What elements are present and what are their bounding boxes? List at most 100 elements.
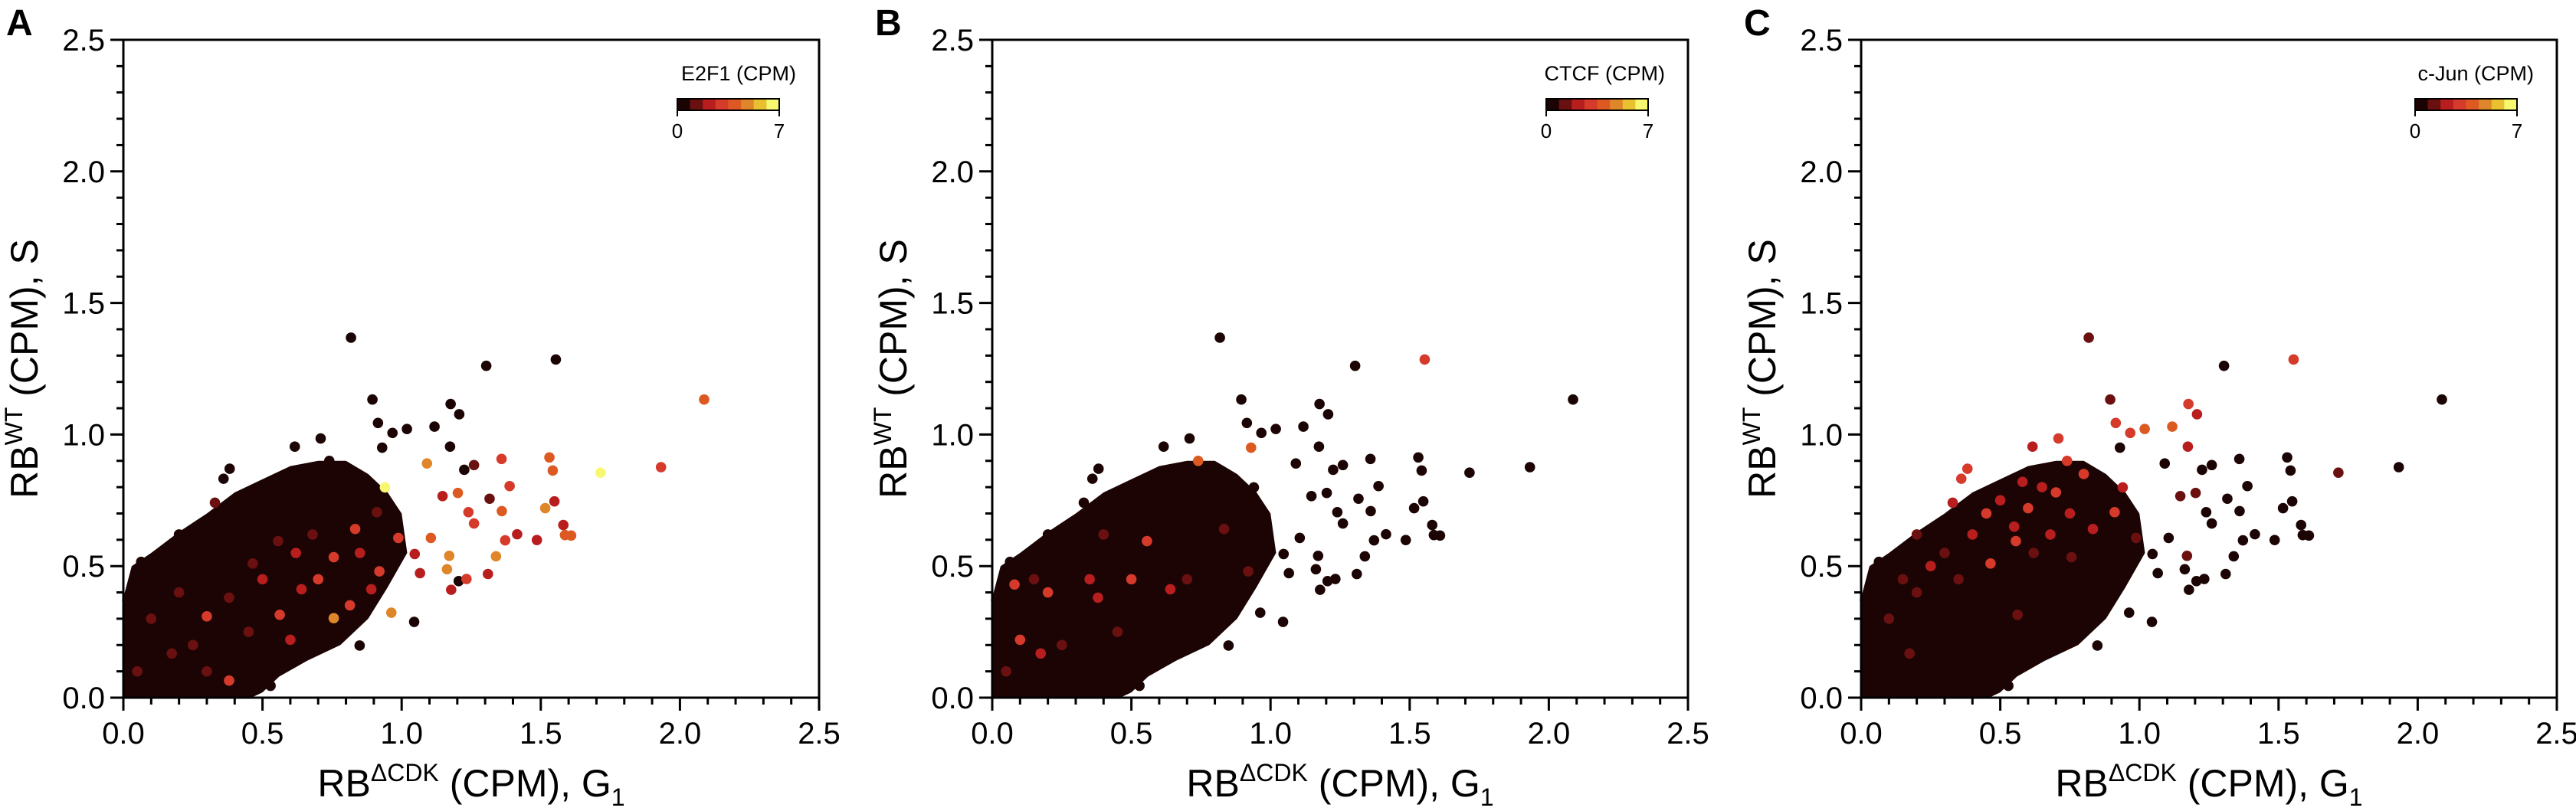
data-point: [2027, 441, 2038, 453]
x-tick-label: 2.5: [798, 717, 841, 751]
data-point: [1093, 592, 1103, 603]
data-point: [2303, 530, 2315, 541]
data-point: [1883, 613, 1895, 624]
data-point: [2296, 519, 2307, 531]
data-point: [1994, 495, 2006, 506]
data-point: [1243, 566, 1254, 577]
y-axis-label: RBWT (CPM), S: [1738, 239, 1784, 499]
data-point: [1349, 360, 1361, 371]
data-point: [1218, 523, 1230, 535]
data-point: [1883, 634, 1895, 646]
data-point: [173, 587, 185, 598]
x-tick-label: 1.0: [2118, 717, 2161, 751]
colorbar-title: CTCF (CPM): [1545, 62, 1665, 85]
y-tick-label: 1.5: [1800, 287, 1843, 321]
x-tick-label: 1.0: [1249, 717, 1292, 751]
data-point: [1005, 556, 1016, 567]
data-point: [991, 594, 1001, 606]
data-point: [2175, 491, 2186, 502]
data-point: [1070, 611, 1081, 622]
data-point: [1365, 453, 1376, 465]
colorbar-swatch: [2440, 99, 2454, 110]
data-point: [328, 551, 339, 563]
colorbar-swatch: [2466, 99, 2479, 110]
data-point: [2103, 584, 2115, 595]
data-point: [1860, 594, 1870, 606]
data-point: [2034, 584, 2045, 595]
data-point: [655, 462, 667, 473]
data-point: [1953, 574, 1964, 585]
data-point: [1981, 508, 1992, 519]
data-point: [365, 584, 377, 595]
data-point: [1353, 493, 1364, 505]
data-point: [2152, 567, 2163, 579]
y-tick-label: 1.0: [1800, 418, 1843, 452]
data-point: [2190, 487, 2201, 499]
data-point: [1197, 551, 1208, 563]
x-label-superscript: ΔCDK: [371, 759, 439, 786]
data-point: [1195, 508, 1207, 519]
data-point: [1351, 568, 1362, 580]
data-point: [2092, 548, 2103, 558]
data-point: [1365, 505, 1376, 517]
data-point: [372, 417, 384, 429]
colorbar-swatch: [741, 99, 755, 110]
data-point: [1873, 556, 1885, 567]
data-point: [1184, 433, 1195, 444]
data-point: [2066, 551, 2077, 563]
y-label-superscript: WT: [0, 407, 28, 446]
data-point: [1197, 613, 1208, 624]
data-point: [2050, 487, 2062, 498]
colorbar-border: [1545, 98, 1649, 111]
data-point: [328, 613, 339, 624]
colorbar-min-label: 0: [672, 119, 683, 142]
y-tick-label: 2.5: [62, 24, 105, 57]
data-point: [379, 482, 391, 493]
data-point: [285, 502, 296, 514]
data-point: [1112, 626, 1123, 637]
y-tick-label: 2.5: [931, 24, 974, 57]
data-point: [549, 495, 560, 507]
panel-letter: B: [875, 3, 902, 44]
data-point: [273, 535, 283, 547]
colorbar: CTCF (CPM) 0 7: [1541, 62, 1665, 142]
data-point: [224, 592, 234, 603]
data-point: [1086, 473, 1098, 484]
x-label-superscript: ΔCDK: [1240, 759, 1308, 786]
x-tick-label: 0.0: [102, 717, 145, 751]
data-point: [1322, 409, 1334, 420]
data-point: [1878, 579, 1889, 590]
data-point: [441, 564, 453, 575]
x-tick-label: 2.0: [2397, 717, 2440, 751]
y-axis-label: RBWT (CPM), S: [0, 239, 46, 499]
data-point: [2181, 550, 2193, 561]
x-label-base: RB: [1186, 762, 1239, 805]
y-tick-label: 1.5: [62, 287, 105, 321]
data-point: [229, 529, 241, 540]
data-point: [1330, 574, 1341, 584]
data-point: [480, 360, 492, 371]
data-point: [1143, 609, 1154, 620]
data-point: [1240, 506, 1251, 518]
x-tick-label: 1.5: [2257, 717, 2300, 751]
colorbar-swatch: [728, 99, 742, 110]
colorbar-min-label: 0: [1541, 119, 1552, 142]
data-point: [2028, 548, 2039, 558]
data-point: [307, 529, 318, 540]
panel-c: C0.0 0.5 1.0 1.5 2.0 2.50.00.51.01.52.02.5RBΔ…: [1738, 3, 2576, 811]
data-point: [1278, 548, 1290, 560]
data-point: [315, 433, 326, 444]
data-point: [1328, 464, 1339, 476]
colorbar-swatch: [2491, 99, 2505, 110]
data-point: [354, 548, 365, 558]
data-point: [202, 611, 212, 622]
x-axis-label: RBΔCDK (CPM), G1: [2055, 759, 2362, 811]
colorbar-swatch: [1597, 99, 1611, 110]
plot-frame: [991, 38, 1689, 699]
data-point: [2222, 493, 2233, 505]
data-point: [1434, 530, 1446, 541]
data-point: [1070, 548, 1081, 558]
data-point: [1159, 548, 1170, 558]
data-point: [265, 680, 276, 692]
data-point: [1897, 574, 1909, 585]
